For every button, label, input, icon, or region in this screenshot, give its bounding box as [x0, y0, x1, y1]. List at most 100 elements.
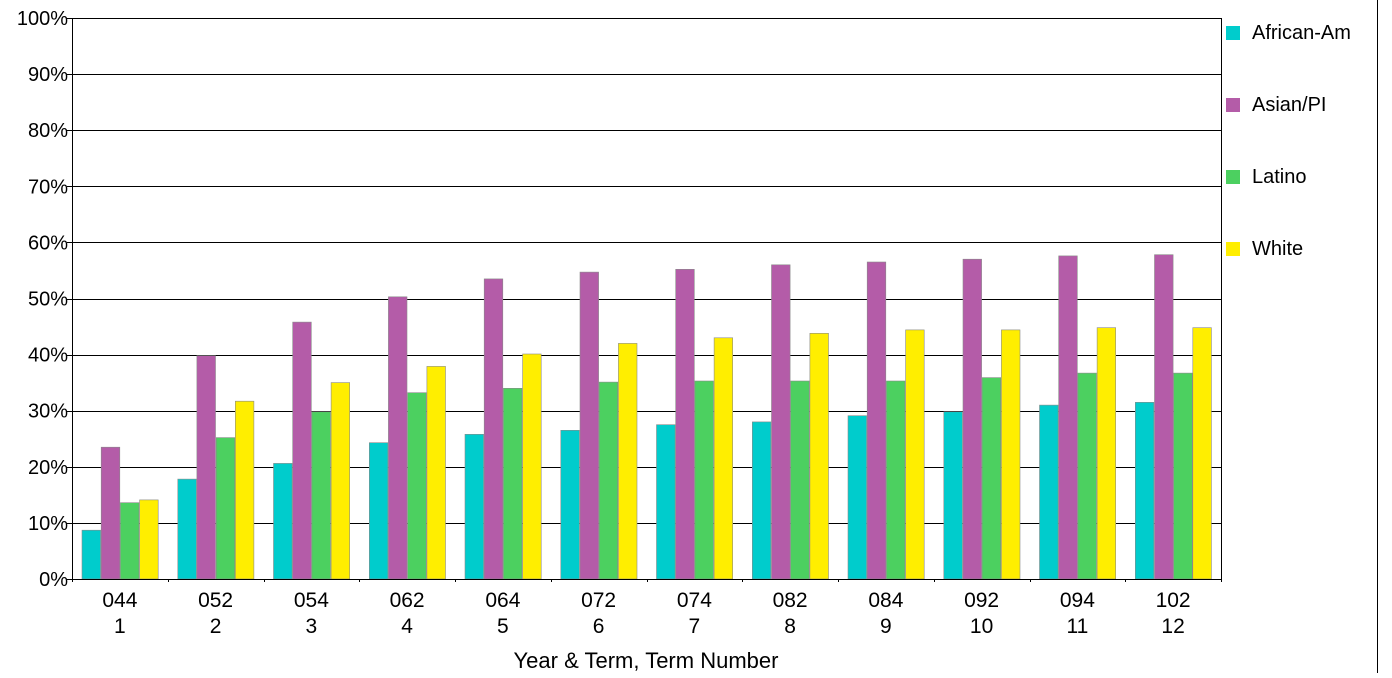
- grid-lines: [72, 18, 1221, 580]
- x-tick-label: 074: [677, 589, 712, 612]
- bar-african-am-054: [273, 463, 293, 580]
- legend-label: Latino: [1252, 165, 1307, 188]
- x-tick-sublabel: 10: [970, 615, 993, 638]
- bar-asian-pi-052: [196, 355, 216, 580]
- bar-asian-pi-092: [962, 258, 982, 580]
- bar-asian-pi-072: [579, 271, 599, 580]
- bar-african-am-044: [81, 529, 101, 580]
- x-tick-label: 102: [1156, 589, 1191, 612]
- y-tick-label: 0%: [39, 569, 68, 591]
- legend-swatch: [1226, 242, 1240, 256]
- legend-label: African-Am: [1252, 21, 1351, 44]
- y-tick-label: 100%: [17, 8, 68, 30]
- bar-african-am-102: [1135, 401, 1155, 580]
- bar-white-074: [713, 337, 733, 580]
- bar-asian-pi-102: [1154, 254, 1174, 580]
- y-tick-label: 20%: [28, 457, 68, 479]
- bar-white-094: [1096, 327, 1116, 580]
- bars: [81, 254, 1212, 580]
- y-tick-label: 40%: [28, 345, 68, 367]
- x-tick-label: 062: [390, 589, 425, 612]
- bar-african-am-074: [656, 424, 676, 580]
- legend-label: White: [1252, 237, 1304, 260]
- bar-white-084: [905, 329, 925, 580]
- bar-african-am-052: [177, 478, 197, 580]
- bar-white-102: [1192, 327, 1212, 580]
- x-tick-label: 052: [198, 589, 233, 612]
- bar-latino-102: [1173, 372, 1193, 580]
- x-tick-label: 092: [964, 589, 999, 612]
- bar-african-am-064: [464, 433, 484, 580]
- bar-african-am-092: [943, 411, 963, 580]
- bar-asian-pi-084: [866, 261, 887, 580]
- bar-latino-062: [407, 392, 427, 580]
- bar-african-am-084: [847, 415, 867, 580]
- bar-asian-pi-054: [292, 321, 312, 580]
- bar-latino-074: [694, 380, 714, 580]
- x-tick-sublabel: 8: [784, 615, 796, 638]
- x-tick-labels: 044 1 052 2 054 3 062 4 064 5 072 6 074 7 082 8 084 9 092 1…: [102, 589, 1190, 638]
- x-tick-sublabel: 3: [306, 615, 318, 638]
- y-tick-label: 10%: [28, 513, 68, 535]
- x-tick-sublabel: 11: [1066, 615, 1088, 638]
- bar-white-072: [618, 343, 638, 580]
- bar-latino-082: [790, 380, 810, 580]
- x-tick-label: 084: [868, 589, 903, 612]
- x-tick-sublabel: 4: [401, 615, 413, 638]
- legend-swatch: [1226, 170, 1240, 184]
- bar-latino-044: [120, 502, 140, 580]
- bar-white-062: [426, 366, 446, 580]
- y-tick-label: 70%: [28, 176, 68, 198]
- y-tick-label: 80%: [28, 120, 68, 142]
- x-tick-sublabel: 5: [497, 615, 509, 638]
- bar-latino-052: [215, 437, 236, 580]
- x-tick-sublabel: 7: [689, 615, 701, 638]
- bar-asian-pi-064: [483, 278, 504, 580]
- y-tick-label: 60%: [28, 232, 68, 254]
- legend-swatch: [1226, 98, 1240, 112]
- bar-white-082: [809, 332, 829, 580]
- bar-white-044: [139, 499, 159, 580]
- bar-african-am-062: [368, 442, 389, 580]
- bar-white-052: [235, 400, 255, 580]
- bar-african-am-082: [751, 421, 772, 580]
- bar-african-am-072: [560, 429, 580, 580]
- bar-latino-092: [981, 377, 1001, 580]
- legend-label: Asian/PI: [1252, 93, 1327, 116]
- bar-latino-084: [886, 380, 906, 580]
- bar-asian-pi-082: [771, 264, 791, 580]
- right-border: [1377, 0, 1378, 673]
- bar-white-054: [330, 382, 351, 580]
- legend-item: Latino: [1226, 162, 1307, 192]
- bar-asian-pi-074: [675, 268, 695, 580]
- bar-asian-pi-062: [388, 296, 408, 580]
- x-axis-title: Year & Term, Term Number: [514, 648, 779, 673]
- y-tick-label: 50%: [28, 289, 68, 311]
- y-tick-label: 30%: [28, 401, 68, 423]
- legend-item: White: [1226, 234, 1303, 264]
- bar-african-am-094: [1039, 404, 1059, 580]
- legend-item: African-Am: [1226, 18, 1351, 48]
- x-tick-label: 064: [485, 589, 520, 612]
- bar-latino-064: [503, 387, 523, 580]
- x-tick-sublabel: 12: [1161, 615, 1184, 638]
- x-tick-label: 044: [102, 589, 137, 612]
- x-tick-sublabel: 1: [114, 615, 126, 638]
- bar-white-092: [1001, 329, 1021, 580]
- x-tick-label: 054: [294, 589, 329, 612]
- x-tick-sublabel: 9: [880, 615, 892, 638]
- bar-asian-pi-044: [100, 446, 121, 580]
- x-tick-label: 072: [581, 589, 616, 612]
- x-tick-sublabel: 2: [210, 615, 222, 638]
- bar-white-064: [522, 353, 542, 580]
- y-tick-label: 90%: [28, 64, 68, 86]
- axes: [67, 18, 1222, 582]
- x-tick-label: 082: [773, 589, 808, 612]
- legend-item: Asian/PI: [1226, 90, 1326, 120]
- x-tick-sublabel: 6: [593, 615, 605, 638]
- y-tick-labels: 0% 10% 20% 30% 40% 50% 60% 70% 80% 90% 100%: [17, 8, 68, 591]
- bar-latino-054: [311, 411, 331, 580]
- legend-swatch: [1226, 26, 1240, 40]
